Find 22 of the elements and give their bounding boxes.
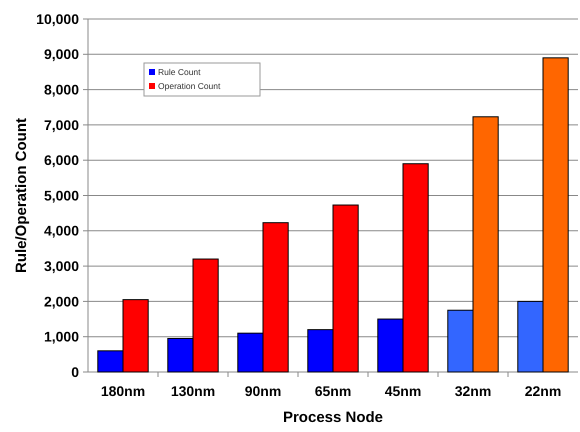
- x-axis-title: Process Node: [282, 409, 384, 426]
- y-tick-label: 3,000: [44, 258, 80, 274]
- y-tick-label: 5,000: [44, 187, 80, 204]
- y-tick-label: 8,000: [44, 82, 80, 98]
- y-tick-label: 9,000: [44, 46, 80, 62]
- x-tick-label: 180nm: [100, 383, 146, 399]
- y-tick-label: 6,000: [44, 152, 80, 168]
- legend-label: Rule Count: [158, 67, 202, 77]
- x-tick-label: 22nm: [524, 383, 562, 399]
- y-tick-label: 2,000: [44, 293, 80, 310]
- x-tick-label: 45nm: [384, 383, 422, 399]
- y-tick-label: 0: [71, 364, 80, 380]
- y-tick-label: 10,000: [36, 10, 80, 27]
- x-tick-label: 90nm: [244, 383, 282, 399]
- x-tick-label: 32nm: [454, 383, 492, 399]
- y-tick-label: 4,000: [44, 222, 80, 239]
- x-tick-label: 130nm: [170, 383, 216, 399]
- legend-label: Operation Count: [158, 81, 222, 91]
- y-tick-label: 1,000: [44, 328, 80, 345]
- x-tick-label: 65nm: [314, 383, 352, 399]
- y-tick-label: 7,000: [44, 116, 80, 133]
- y-axis-title: Rule/Operation Count: [13, 118, 30, 273]
